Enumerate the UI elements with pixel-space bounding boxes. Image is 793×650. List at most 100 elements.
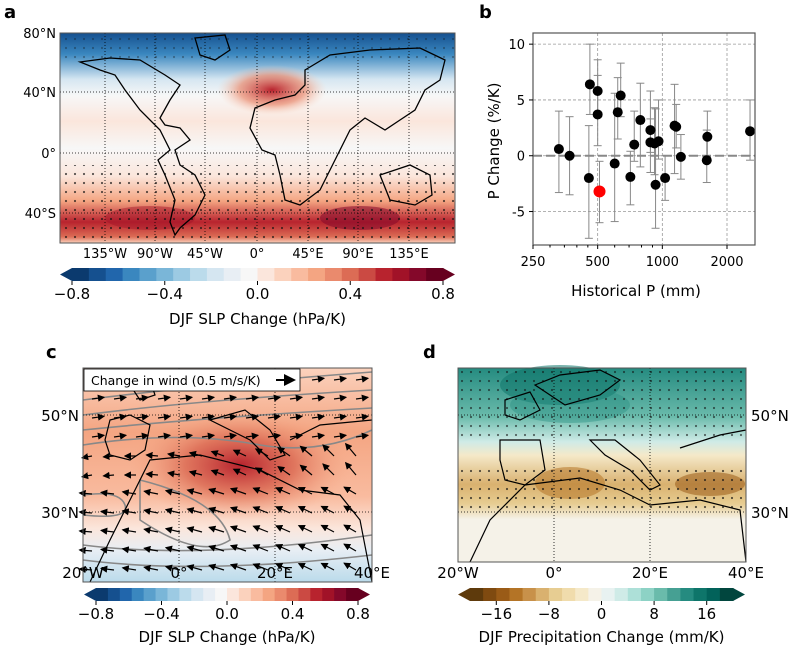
wind-arrow-icon xyxy=(164,507,181,515)
wind-arrow-icon xyxy=(252,506,269,514)
colorbar-segment xyxy=(308,268,326,281)
wind-arrow-icon xyxy=(229,544,247,552)
wind-arrow-icon xyxy=(91,413,106,421)
wind-arrow-icon xyxy=(179,394,194,402)
colorbar-segment xyxy=(215,588,228,601)
x-tick-label: 20°W xyxy=(437,564,479,582)
wind-arrow-icon xyxy=(179,413,194,421)
wind-arrow-icon xyxy=(80,472,93,480)
x-tick-label: 1000 xyxy=(646,255,679,270)
colorbar-segment xyxy=(614,588,629,601)
colorbar-segment xyxy=(562,588,576,601)
data-point xyxy=(635,115,646,126)
colorbar-segment xyxy=(286,588,299,601)
x-tick-label: 40°E xyxy=(354,564,390,582)
colorbar-tick-label: −16 xyxy=(480,605,512,623)
colorbar-tick-label: −0.4 xyxy=(147,285,183,303)
coastlines xyxy=(77,34,446,237)
colorbar-segment xyxy=(156,268,174,281)
colorbar-segment xyxy=(274,268,292,281)
wind-arrow-icon xyxy=(299,445,313,457)
wind-arrow-icon xyxy=(223,394,238,402)
y-tick-label: 40°S xyxy=(25,207,56,222)
wind-arrow-icon xyxy=(145,451,159,460)
wind-arrow-icon xyxy=(188,469,203,477)
wind-arrow-icon xyxy=(113,432,128,440)
wind-arrow-icon xyxy=(164,526,181,534)
wind-arrow-icon xyxy=(297,506,313,514)
colorbar-segment xyxy=(392,268,410,281)
colorbar-segment xyxy=(426,268,444,281)
wind-arrow-icon xyxy=(91,432,106,440)
wind-arrow-icon xyxy=(344,461,357,476)
wind-arrow-icon xyxy=(289,432,304,440)
wind-arrow-icon xyxy=(223,413,238,421)
plot-frame xyxy=(532,32,756,246)
colorbar-segment xyxy=(341,268,360,281)
wind-arrow-icon xyxy=(320,543,335,552)
wind-arrow-icon xyxy=(102,471,115,479)
wind-arrow-icon xyxy=(91,394,106,402)
data-point xyxy=(675,151,686,162)
colorbar-segment xyxy=(191,588,204,601)
wind-arrow-icon xyxy=(232,449,247,457)
wind-arrow-icon xyxy=(275,487,291,495)
data-point xyxy=(660,173,671,184)
data-point xyxy=(583,173,594,184)
highlighted-point xyxy=(593,185,606,198)
wind-arrow-icon xyxy=(355,394,370,402)
colorbar-segment xyxy=(693,588,708,601)
wind-arrow-icon xyxy=(121,565,137,573)
colorbar-segment xyxy=(470,588,484,601)
colorbar-segment xyxy=(238,588,252,601)
colorbar-segment xyxy=(409,268,427,281)
wind-arrow-icon xyxy=(322,463,335,476)
wind-arrow-icon xyxy=(143,526,159,534)
wind-arrow-icon xyxy=(254,467,269,476)
y-tick-label: 30°N xyxy=(751,504,789,522)
wind-arrow-icon xyxy=(229,525,247,533)
wind-arrow-icon xyxy=(299,464,313,476)
x-tick-label: 20°E xyxy=(257,564,293,582)
colorbar-tick-label: 0.0 xyxy=(246,285,270,303)
wind-arrow-icon xyxy=(121,546,137,554)
x-tick-label: 90°W xyxy=(137,247,173,262)
wind-arrow-icon xyxy=(229,563,247,571)
colorbar-tick-label: 8 xyxy=(649,605,659,623)
colorbar-tick-label: 0.4 xyxy=(281,605,305,623)
wind-arrow-icon xyxy=(143,545,159,553)
data-point xyxy=(584,79,595,90)
colorbar-extend-max xyxy=(443,268,455,281)
wind-arrow-icon xyxy=(297,563,313,571)
wind-arrow-icon xyxy=(267,394,282,402)
colorbar-segment xyxy=(203,588,216,601)
wind-arrow-icon xyxy=(311,432,326,440)
colorbar-segment xyxy=(223,268,242,281)
wind-arrow-icon xyxy=(188,450,203,458)
x-tick-label: 135°W xyxy=(83,247,127,262)
wind-arrow-icon xyxy=(277,446,291,457)
colorbar-tick-label: 0 xyxy=(597,605,607,623)
colorbar-extend-max xyxy=(733,588,745,601)
colorbar-segment xyxy=(346,588,359,601)
wind-arrow-icon xyxy=(135,413,150,421)
panel-c-regional-slp-wind-map: Change in wind (0.5 m/s/K) 20°W 0° 20°E 40°… xyxy=(41,367,390,646)
colorbar-segment xyxy=(601,588,616,601)
wind-arrow-icon xyxy=(297,525,313,533)
wind-arrow-icon xyxy=(223,432,238,440)
colorbar-segment xyxy=(240,268,258,281)
y-tick-label: -5 xyxy=(512,206,525,221)
wind-arrow-icon xyxy=(229,506,247,514)
wind-arrow-icon xyxy=(100,527,115,535)
wind-arrow-icon xyxy=(210,469,225,476)
panel-d-regional-precip-map: 20°W 0° 20°E 40°E 50°N 30°N −16 −8 0 8 16 DJF Prec… xyxy=(437,365,789,646)
colorbar-segment xyxy=(522,588,537,601)
data-point xyxy=(612,107,623,118)
wind-arrow-icon xyxy=(289,394,304,402)
colorbar-segment xyxy=(334,588,347,601)
data-point xyxy=(553,144,564,155)
colorbar-extend-min xyxy=(60,268,72,281)
wind-arrow-icon xyxy=(252,544,269,552)
wind-arrow-icon xyxy=(320,562,335,571)
colorbar-tick-label: 0.0 xyxy=(215,605,239,623)
